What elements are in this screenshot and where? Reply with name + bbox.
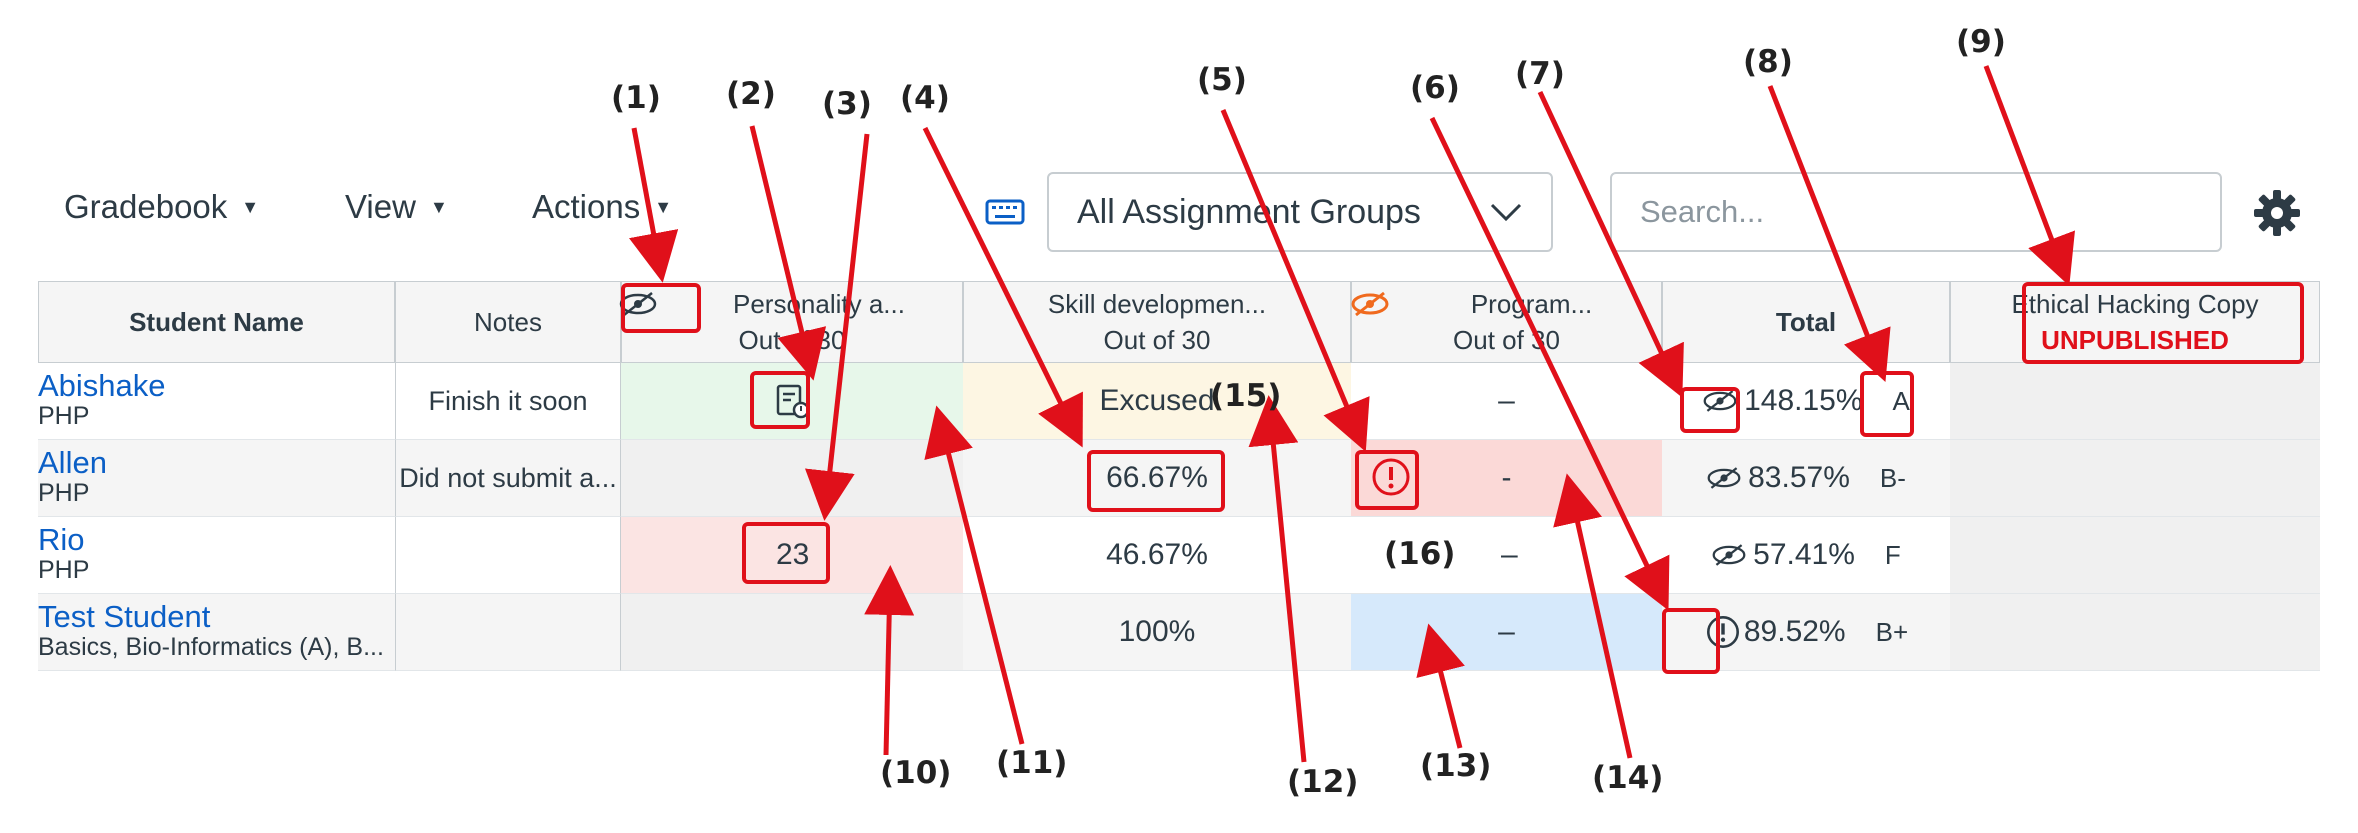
letter-grade: B+: [1875, 616, 1909, 647]
grade-cell[interactable]: 100%: [963, 594, 1351, 671]
hidden-eye-icon: [1703, 390, 1737, 412]
callout-5: (5): [1197, 62, 1247, 98]
notes-cell[interactable]: [395, 517, 621, 594]
highlight-box: [1662, 608, 1720, 674]
notes-cell[interactable]: Did not submit a...: [395, 440, 621, 517]
notes-cell[interactable]: [395, 594, 621, 671]
table-row: Rio PHP: [38, 517, 395, 594]
notes-cell[interactable]: Finish it soon: [395, 363, 621, 440]
gear-icon[interactable]: [2252, 188, 2302, 238]
callout-8: (8): [1743, 44, 1793, 80]
header-personality[interactable]: Personality a... Out of 30: [619, 281, 963, 363]
warning-icon: [1706, 616, 1739, 648]
submission-document-icon: [776, 384, 810, 419]
highlight-box: [742, 522, 830, 584]
assignment-group-value: All Assignment Groups: [1077, 192, 1421, 231]
callout-9: (9): [1956, 24, 2006, 60]
callout-7: (7): [1515, 56, 1565, 92]
callout-2: (2): [726, 76, 776, 112]
callout-6: (6): [1410, 70, 1460, 106]
total-cell[interactable]: 83.57% B-: [1662, 440, 1950, 517]
header-program[interactable]: Program... Out of 30: [1351, 281, 1662, 363]
grade-cell[interactable]: –: [1351, 517, 1662, 594]
highlight-box: [1355, 450, 1419, 510]
header-skill[interactable]: Skill developmen... Out of 30: [963, 281, 1351, 363]
highlight-box: [621, 283, 701, 333]
actions-label: Actions: [532, 188, 641, 225]
unpublished-badge: UNPUBLISHED: [2041, 325, 2229, 355]
callout-16: (16): [1384, 536, 1456, 572]
warning-icon: [1372, 458, 1410, 496]
callout-14: (14): [1592, 760, 1664, 796]
caret-down-icon: ▼: [654, 196, 673, 217]
hidden-eye-icon: [1707, 467, 1741, 489]
grade-cell[interactable]: [1950, 363, 2320, 440]
grade-cell[interactable]: [621, 440, 963, 517]
highlight-box: [1680, 387, 1740, 433]
grade-cell[interactable]: [621, 363, 963, 440]
callout-3: (3): [822, 86, 872, 122]
search-input[interactable]: [1610, 172, 2222, 252]
grade-cell[interactable]: [1950, 440, 2320, 517]
grade-cell[interactable]: –: [1351, 363, 1662, 440]
table-row: Test Student Basics, Bio-Informatics (A),…: [38, 594, 395, 671]
highlight-box: [2022, 282, 2304, 364]
student-link[interactable]: Rio: [38, 522, 85, 557]
gradebook-label: Gradebook: [64, 188, 228, 225]
grade-cell[interactable]: [1950, 517, 2320, 594]
view-menu[interactable]: View ▼: [345, 188, 448, 226]
callout-13: (13): [1420, 748, 1492, 784]
callout-11: (11): [996, 745, 1068, 781]
callout-4: (4): [900, 80, 950, 116]
hidden-eye-icon: [1351, 291, 1389, 317]
actions-menu[interactable]: Actions ▼: [532, 188, 672, 226]
callout-12: (12): [1287, 764, 1359, 800]
callout-10: (10): [880, 755, 952, 791]
grade-cell[interactable]: [1950, 594, 2320, 671]
letter-grade: A: [1892, 385, 1910, 416]
highlight-box: [1087, 450, 1225, 512]
header-ethical-hacking[interactable]: Ethical Hacking Copy UNPUBLISHED: [1950, 281, 2320, 363]
header-student-name[interactable]: Student Name: [38, 281, 395, 363]
callout-1: (1): [611, 80, 661, 116]
caret-down-icon: ▼: [241, 196, 260, 217]
total-cell[interactable]: 89.52% B+: [1662, 594, 1950, 671]
view-label: View: [345, 188, 416, 225]
callout-15: (15): [1210, 378, 1282, 414]
letter-grade: F: [1884, 539, 1901, 570]
letter-grade: B-: [1879, 462, 1906, 493]
table-row: Abishake PHP: [38, 363, 395, 440]
student-link[interactable]: Allen: [38, 445, 107, 480]
gradebook-menu[interactable]: Gradebook ▼: [64, 188, 259, 226]
student-link[interactable]: Test Student: [38, 599, 211, 634]
assignment-group-select[interactable]: All Assignment Groups: [1047, 172, 1553, 252]
table-row: Allen PHP: [38, 440, 395, 517]
header-total[interactable]: Total: [1662, 281, 1950, 363]
total-cell[interactable]: 148.15% A: [1662, 363, 1950, 440]
header-notes[interactable]: Notes: [395, 281, 621, 363]
student-link[interactable]: Abishake: [38, 368, 166, 403]
caret-down-icon: ▼: [429, 196, 448, 217]
chevron-down-icon: [1490, 203, 1522, 222]
keyboard-icon[interactable]: [985, 196, 1025, 226]
total-cell[interactable]: 57.41% F: [1662, 517, 1950, 594]
hidden-eye-icon: [1712, 544, 1746, 566]
